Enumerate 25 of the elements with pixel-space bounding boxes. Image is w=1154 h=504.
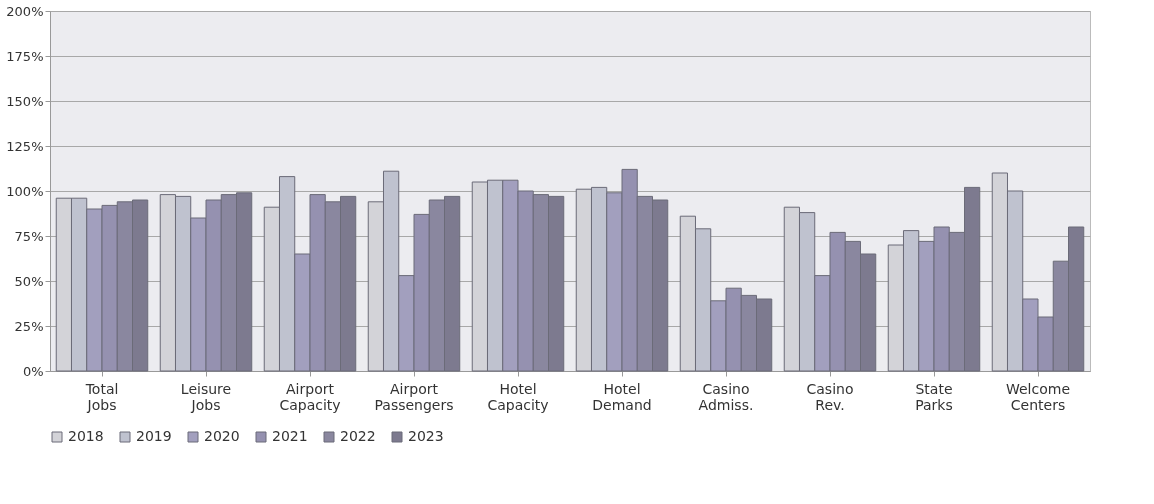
x-tick-label: Casino Admiss. (698, 380, 754, 413)
y-tick-label: 100% (6, 183, 44, 199)
y-tick-label: 75% (14, 228, 44, 244)
x-tick-label: Leisure Jobs (180, 380, 232, 413)
legend-label: 2020 (204, 428, 240, 444)
y-tick-label: 50% (14, 273, 44, 289)
legend-label: 2022 (340, 428, 376, 444)
y-tick-label: 150% (6, 93, 44, 109)
x-tick-label: Hotel Demand (592, 380, 652, 413)
x-tick-label: Total Jobs (84, 380, 119, 413)
y-tick-label: 175% (6, 48, 44, 64)
legend-label: 2019 (136, 428, 172, 444)
x-tick-label: Airport Capacity (279, 380, 341, 413)
y-tick-label: 0% (22, 363, 44, 379)
legend-label: 2021 (272, 428, 308, 444)
legend-label: 2018 (68, 428, 104, 444)
y-tick-label: 200% (6, 3, 44, 19)
x-tick-label: Welcome Centers (1005, 380, 1071, 413)
x-tick-label: Hotel Capacity (487, 380, 549, 413)
legend-label: 2023 (408, 428, 444, 444)
y-tick-label: 125% (6, 138, 44, 154)
x-tick-label: State Parks (915, 380, 953, 413)
x-tick-label: Casino Rev. (806, 380, 854, 413)
x-tick-label: Airport Passengers (374, 380, 454, 413)
y-tick-label: 25% (14, 318, 44, 334)
